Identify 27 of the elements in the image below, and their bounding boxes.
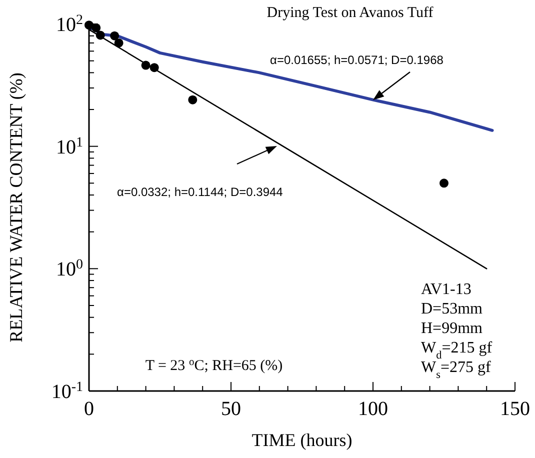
annotation: AV1-13 (421, 281, 472, 298)
point (440, 178, 448, 188)
annotation: W$_{d}$=215 gf (421, 340, 493, 362)
x-tick-label: 150 (500, 398, 530, 420)
y-tick-label: 10$^{2}$ (56, 12, 83, 36)
y-axis-title: RELATIVE WATER CONTENT (%) (6, 72, 26, 342)
chart-title: Drying Test on Avanos Tuff (266, 5, 434, 21)
y-tick-label: 10$^{-1}$ (51, 380, 83, 403)
point (150, 63, 159, 72)
x-axis-title: TIME (hours) (252, 430, 352, 450)
point (92, 23, 101, 32)
point (141, 60, 150, 70)
y-tick-label: 10$^{1}$ (56, 134, 83, 158)
point (188, 95, 198, 104)
y-tick-label: 10$^{0}$ (56, 257, 83, 281)
x-tick-label: 100 (358, 398, 388, 420)
annotation: α=0.01655; h=0.0571; D=0.1968 (270, 53, 444, 67)
point (96, 30, 105, 40)
point (114, 38, 124, 48)
annotation: D=53mm (421, 300, 484, 318)
point (110, 31, 120, 40)
annotation: T = 23 $^{o}$C; RH=65 (%) (145, 356, 283, 374)
annotation: α=0.0332; h=0.1144; D=0.3944 (117, 185, 284, 199)
annotation: H=99mm (421, 320, 484, 337)
x-tick-label: 0 (84, 398, 94, 420)
annotation: W$_{s}$=275 gf (421, 359, 492, 381)
x-tick-label: 50 (221, 398, 241, 420)
